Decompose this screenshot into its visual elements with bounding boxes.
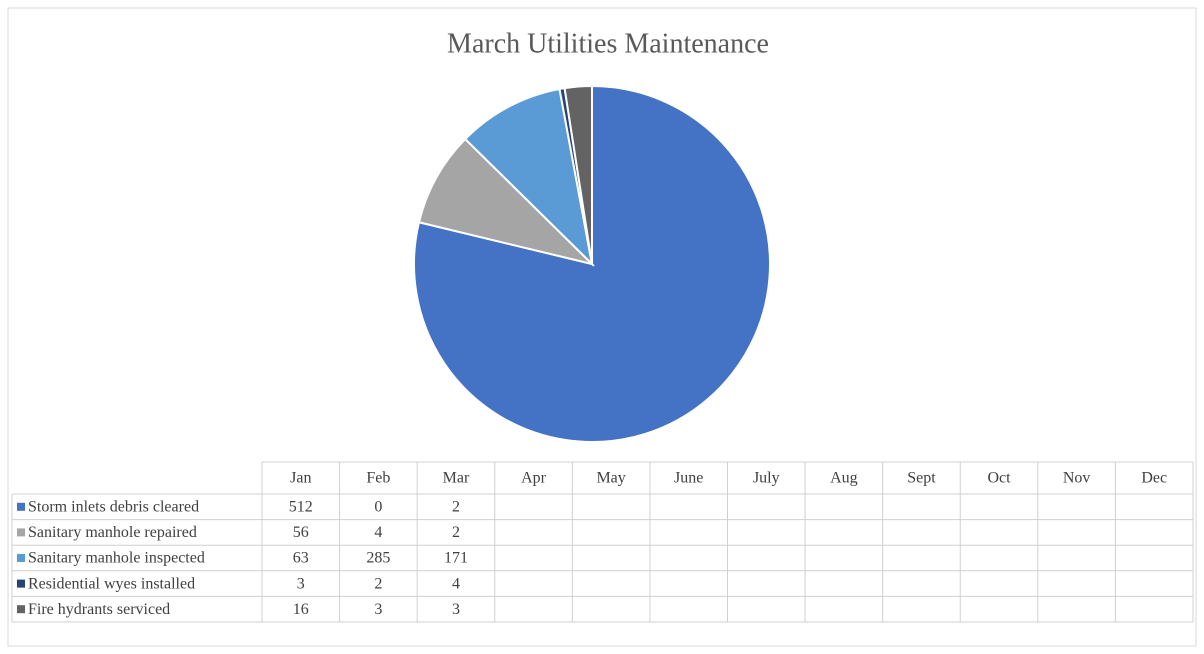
legend-key	[17, 605, 25, 614]
table-value: 2	[374, 575, 382, 592]
pie-slice	[463, 87, 594, 267]
row-label: Fire hydrants serviced	[28, 601, 170, 618]
pie-slice	[417, 137, 596, 266]
column-header: Mar	[443, 470, 470, 487]
column-header: May	[596, 470, 625, 487]
column-header: June	[674, 470, 703, 487]
table-value: 3	[452, 601, 460, 618]
table-value: 0	[374, 498, 382, 515]
table-value: 4	[374, 524, 382, 541]
table-value: 56	[293, 524, 309, 541]
column-header: Oct	[987, 470, 1011, 487]
pie-slice	[563, 84, 593, 265]
column-header: Sept	[907, 470, 936, 487]
row-label: Residential wyes installed	[28, 575, 195, 592]
table-value: 2	[452, 498, 460, 515]
table-value: 4	[452, 575, 460, 592]
column-header: Apr	[521, 470, 547, 487]
column-header: Aug	[830, 470, 858, 487]
legend-key	[17, 579, 25, 588]
column-header: Feb	[366, 470, 390, 487]
row-label: Sanitary manhole inspected	[28, 550, 205, 567]
table-value: 3	[374, 601, 382, 618]
table-value: 512	[289, 498, 313, 515]
row-label: Sanitary manhole repaired	[28, 524, 197, 541]
column-header: Nov	[1063, 470, 1091, 487]
chart-title: March Utilities Maintenance	[447, 28, 769, 59]
table-value: 3	[297, 575, 305, 592]
row-label: Storm inlets debris cleared	[28, 498, 199, 515]
pie-slice	[413, 84, 771, 443]
table-value: 2	[452, 524, 460, 541]
column-header: Jan	[290, 470, 311, 487]
table-value: 16	[293, 601, 309, 618]
legend-key	[17, 528, 25, 537]
legend-key	[17, 554, 25, 562]
table-value: 171	[444, 550, 468, 567]
table-value: 63	[293, 550, 309, 567]
legend-key	[17, 502, 25, 511]
table-value: 285	[366, 550, 390, 567]
column-header: July	[753, 470, 780, 487]
column-header: Dec	[1141, 470, 1167, 487]
